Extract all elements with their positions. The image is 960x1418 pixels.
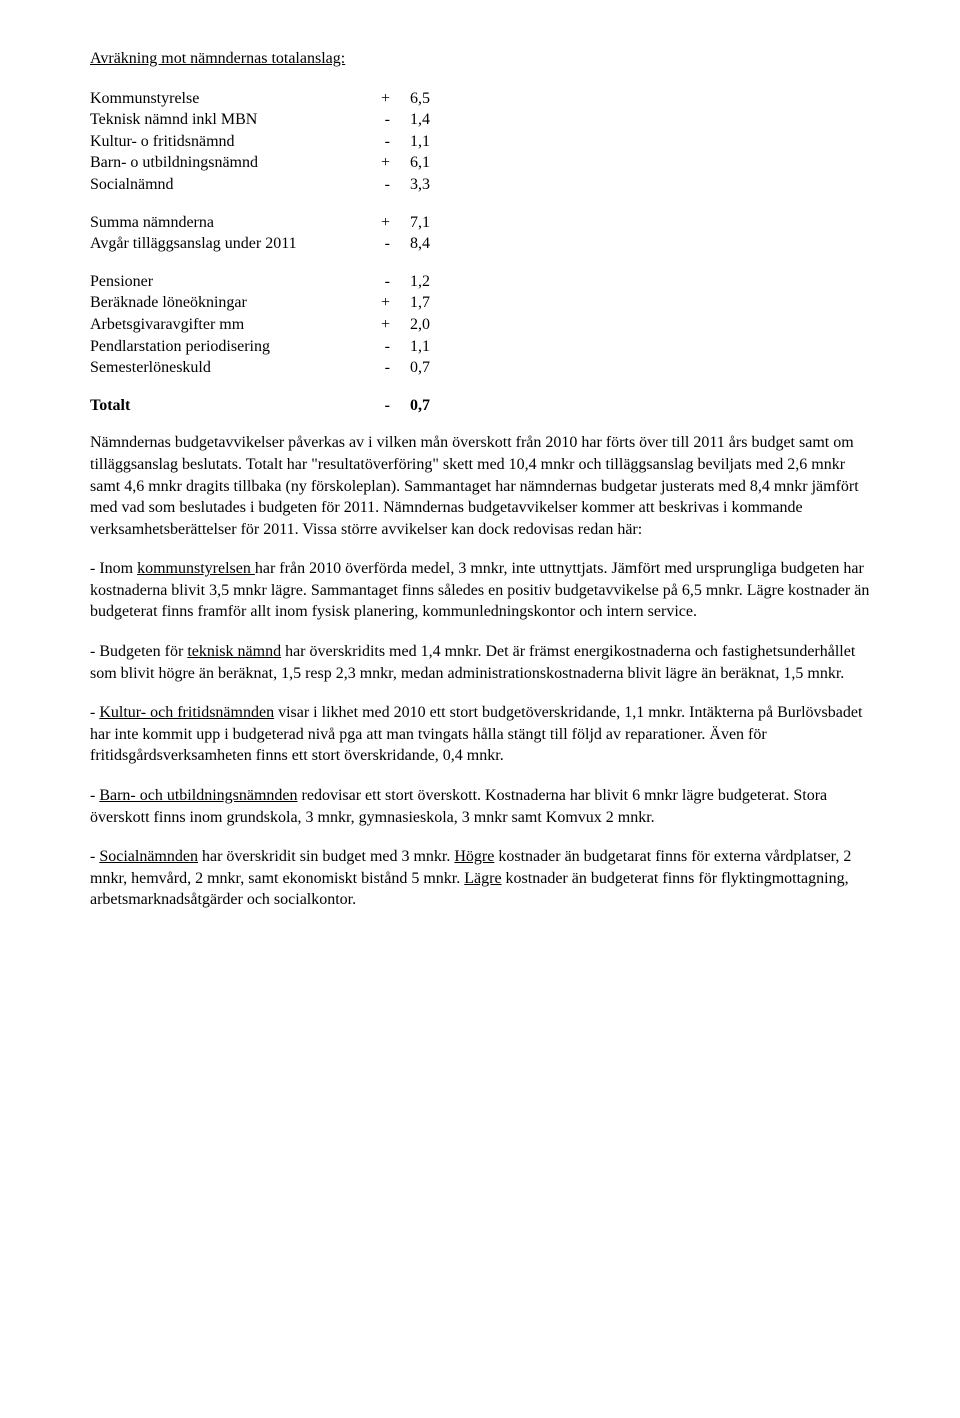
row-value: 1,1 — [390, 336, 430, 358]
row-value: 3,3 — [390, 174, 430, 196]
spacer — [90, 416, 870, 432]
row-value: 6,5 — [390, 88, 430, 110]
row-sign: - — [370, 109, 390, 131]
budget-row: Beräknade löneökningar + 1,7 — [90, 292, 870, 314]
spacer — [90, 379, 870, 395]
budget-row: Semesterlöneskuld - 0,7 — [90, 357, 870, 379]
row-label: Kommunstyrelse — [90, 88, 370, 110]
row-value: 6,1 — [390, 152, 430, 174]
row-value: 1,1 — [390, 131, 430, 153]
row-label: Teknisk nämnd inkl MBN — [90, 109, 370, 131]
text: - — [90, 704, 99, 721]
underline-teknisk-namnd: teknisk nämnd — [187, 643, 281, 660]
row-label: Pensioner — [90, 271, 370, 293]
budget-row: Kommunstyrelse + 6,5 — [90, 88, 870, 110]
budget-row: Socialnämnd - 3,3 — [90, 174, 870, 196]
paragraph-barn-utbildning: - Barn- och utbildningsnämnden redovisar… — [90, 785, 870, 828]
spacer — [90, 255, 870, 271]
row-label: Beräknade löneökningar — [90, 292, 370, 314]
row-label: Avgår tilläggsanslag under 2011 — [90, 233, 370, 255]
row-value: 2,0 — [390, 314, 430, 336]
paragraph-kultur-fritid: - Kultur- och fritidsnämnden visar i lik… — [90, 702, 870, 767]
row-sign: - — [370, 271, 390, 293]
row-sign: + — [370, 152, 390, 174]
row-label: Summa nämnderna — [90, 212, 370, 234]
row-value: 1,7 — [390, 292, 430, 314]
row-sign: - — [370, 395, 390, 417]
row-label: Socialnämnd — [90, 174, 370, 196]
row-sign: - — [370, 233, 390, 255]
row-label: Pendlarstation periodisering — [90, 336, 370, 358]
row-value: 1,4 — [390, 109, 430, 131]
text: har överskridit sin budget med 3 mnkr. — [198, 848, 454, 865]
text: - Inom — [90, 560, 137, 577]
row-sign: + — [370, 88, 390, 110]
row-sign: - — [370, 131, 390, 153]
row-value: 8,4 — [390, 233, 430, 255]
row-sign: - — [370, 357, 390, 379]
budget-row: Kultur- o fritidsnämnd - 1,1 — [90, 131, 870, 153]
row-value: 0,7 — [390, 357, 430, 379]
underline-lagre: Lägre — [464, 870, 501, 887]
text: - — [90, 787, 99, 804]
budget-row: Barn- o utbildningsnämnd + 6,1 — [90, 152, 870, 174]
text: - Budgeten för — [90, 643, 187, 660]
row-label: Semesterlöneskuld — [90, 357, 370, 379]
paragraph-intro: Nämndernas budgetavvikelser påverkas av … — [90, 432, 870, 540]
row-label: Totalt — [90, 395, 370, 417]
row-label: Kultur- o fritidsnämnd — [90, 131, 370, 153]
budget-row: Summa nämnderna + 7,1 — [90, 212, 870, 234]
budget-row: Avgår tilläggsanslag under 2011 - 8,4 — [90, 233, 870, 255]
budget-row: Pendlarstation periodisering - 1,1 — [90, 336, 870, 358]
row-value: 7,1 — [390, 212, 430, 234]
row-sign: - — [370, 336, 390, 358]
total-row: Totalt - 0,7 — [90, 395, 870, 417]
underline-kultur-fritid: Kultur- och fritidsnämnden — [99, 704, 274, 721]
budget-row: Pensioner - 1,2 — [90, 271, 870, 293]
paragraph-kommunstyrelsen: - Inom kommunstyrelsen har från 2010 öve… — [90, 558, 870, 623]
budget-row: Teknisk nämnd inkl MBN - 1,4 — [90, 109, 870, 131]
underline-kommunstyrelsen: kommunstyrelsen — [137, 560, 255, 577]
row-value: 0,7 — [390, 395, 430, 417]
row-sign: + — [370, 314, 390, 336]
underline-hogre: Högre — [454, 848, 494, 865]
underline-socialnamnden: Socialnämnden — [99, 848, 198, 865]
section-heading: Avräkning mot nämndernas totalanslag: — [90, 48, 870, 70]
paragraph-teknisk-namnd: - Budgeten för teknisk nämnd har överskr… — [90, 641, 870, 684]
row-label: Arbetsgivaravgifter mm — [90, 314, 370, 336]
row-sign: - — [370, 174, 390, 196]
row-sign: + — [370, 212, 390, 234]
underline-barn-utbildning: Barn- och utbildningsnämnden — [99, 787, 297, 804]
budget-row: Arbetsgivaravgifter mm + 2,0 — [90, 314, 870, 336]
row-label: Barn- o utbildningsnämnd — [90, 152, 370, 174]
spacer — [90, 196, 870, 212]
row-value: 1,2 — [390, 271, 430, 293]
row-sign: + — [370, 292, 390, 314]
text: - — [90, 848, 99, 865]
document-page: Avräkning mot nämndernas totalanslag: Ko… — [0, 0, 960, 1418]
paragraph-socialnamnden: - Socialnämnden har överskridit sin budg… — [90, 846, 870, 911]
